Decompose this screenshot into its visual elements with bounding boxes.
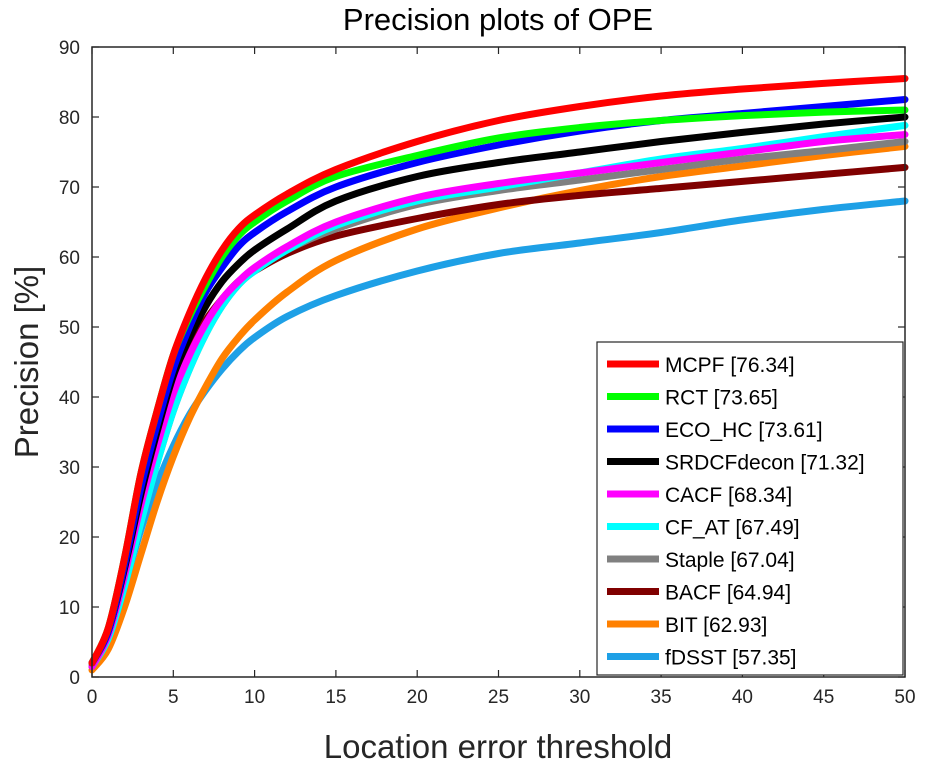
y-tick-label: 60 (59, 248, 80, 269)
plot-box (91, 46, 906, 678)
y-tick-label: 40 (59, 388, 80, 409)
y-tick-label: 50 (59, 318, 80, 339)
series-line-bit (88, 142, 909, 674)
x-tick-label: 25 (488, 687, 509, 708)
x-tick-label: 15 (325, 687, 346, 708)
y-tick-label: 70 (59, 178, 80, 199)
y-tick-label: 80 (59, 108, 80, 129)
legend-label-eco-hc: ECO_HC [73.61] (665, 419, 823, 442)
legend-label-srdcfdecon: SRDCFdecon [71.32] (665, 452, 865, 475)
legend-label-fdsst: fDSST [57.35] (665, 647, 797, 670)
x-tick-label: 35 (651, 687, 672, 708)
y-tick-label: 10 (59, 598, 80, 619)
x-tick-label: 40 (732, 687, 753, 708)
x-tick-label: 10 (244, 687, 265, 708)
x-tick-label: 20 (407, 687, 428, 708)
legend-label-bit: BIT [62.93] (665, 614, 767, 637)
y-tick-label: 90 (59, 38, 80, 59)
y-tick-label: 0 (69, 668, 80, 689)
chart-title: Precision plots of OPE (343, 2, 653, 37)
legend-label-rct: RCT [73.65] (665, 387, 778, 410)
legend-label-cacf: CACF [68.34] (665, 484, 792, 507)
y-tick-label: 20 (59, 528, 80, 549)
y-axis-label: Precision [%] (8, 266, 45, 459)
series-line-mcpf (88, 75, 909, 667)
axis-ticks: 0 5 10 15 20 25 30 35 40 45 50 0 10 20 30 40 50 60 70 80 90 (59, 38, 916, 708)
x-tick-label: 30 (569, 687, 590, 708)
x-tick-label: 45 (813, 687, 834, 708)
x-tick-label: 0 (87, 687, 98, 708)
x-tick-label: 50 (894, 687, 915, 708)
legend-label-staple: Staple [67.04] (665, 549, 795, 572)
legend: MCPF [76.34] RCT [73.65] ECO_HC [73.61] SRD… (596, 341, 904, 676)
legend-label-mcpf: MCPF [76.34] (665, 354, 795, 377)
series-lines (88, 75, 909, 674)
legend-label-bacf: BACF [64.94] (665, 582, 791, 605)
x-axis-label: Location error threshold (324, 728, 673, 765)
y-tick-label: 30 (59, 458, 80, 479)
x-tick-label: 5 (168, 687, 179, 708)
legend-label-cf-at: CF_AT [67.49] (665, 517, 800, 540)
